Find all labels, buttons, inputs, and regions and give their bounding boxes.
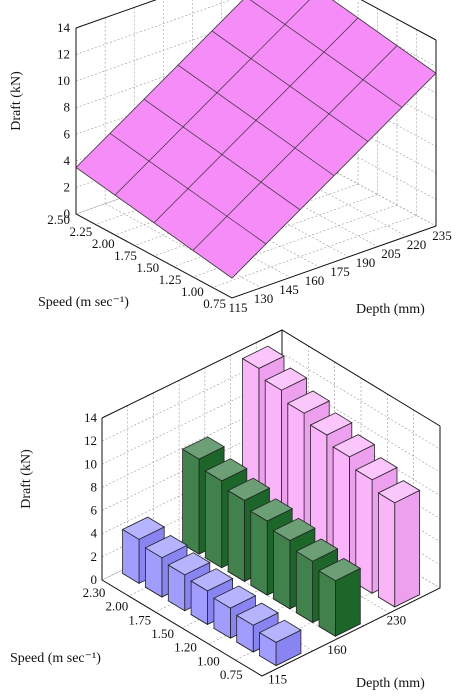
surface-mesh-line: [177, 64, 335, 176]
bar-top-face: [309, 412, 353, 436]
x-tick-label: 160: [327, 642, 347, 657]
z-tick-label: 8: [64, 100, 71, 115]
y-tick-label: 2.30: [83, 585, 106, 600]
x-tick-label: 145: [279, 282, 299, 297]
bar-top-face: [377, 480, 421, 504]
z-tick-label: 8: [91, 479, 98, 494]
z-tick-label: 2: [64, 179, 71, 194]
z-tick-label: 14: [57, 20, 71, 35]
bar-chart: 0 2 4 6 8 10 12 14 0.751.001.201.501.752.002.30 1…: [10, 329, 441, 691]
z-axis-title: Draft (kN): [9, 71, 24, 131]
x-tick-label: 235: [432, 228, 452, 243]
z-tick-label: 0: [91, 572, 98, 587]
bar-top-face: [121, 516, 166, 540]
z-axis-title: Draft (kN): [19, 449, 34, 509]
z-tick-label: 12: [84, 433, 97, 448]
bar-top-face: [181, 436, 225, 460]
grid-line: [101, 352, 283, 442]
y-axis-title: Speed (m sec⁻¹): [38, 295, 129, 310]
bar-side-face: [295, 550, 314, 624]
y-tick-label: 1.00: [181, 284, 204, 299]
x-tick-label: 160: [305, 273, 325, 288]
surface-mesh-line: [211, 30, 369, 142]
grid-line: [281, 352, 441, 450]
bar-top-face: [144, 535, 188, 559]
grid-line: [212, 215, 417, 288]
grid-line: [281, 376, 441, 473]
z-tick-label: 2: [91, 549, 98, 564]
y-tick-label: 1.20: [174, 640, 197, 655]
grid-line: [101, 399, 283, 488]
bar-top-face: [167, 552, 211, 576]
surface-mesh-line: [109, 133, 267, 245]
bar-side-face: [227, 489, 245, 583]
y-tick-label: 0.75: [203, 296, 226, 311]
bar-top-face: [318, 558, 362, 582]
y-tick-label: 2.50: [47, 212, 70, 227]
z-tick-label: 6: [64, 126, 71, 141]
grid-line: [101, 376, 283, 465]
z-tick-label: 10: [84, 456, 97, 471]
y-tick-label: 1.75: [128, 612, 151, 627]
bar-top-face: [286, 390, 331, 414]
y-tick-label: 1.75: [114, 248, 137, 263]
x-tick-label: 115: [228, 300, 247, 315]
axis-frame: [101, 418, 441, 677]
bar-top-face: [264, 367, 308, 391]
surface-plane: [75, 0, 437, 279]
z-tick-label: 6: [91, 503, 98, 518]
y-tick-label: 0.75: [220, 667, 243, 682]
bar-top-face: [190, 568, 234, 592]
y-tick-label: 2.00: [92, 236, 115, 251]
x-axis-title: Depth (mm): [356, 302, 425, 317]
x-tick-label: 190: [356, 255, 376, 270]
y-tick-label: 1.50: [151, 626, 174, 641]
x-tick-label: 130: [254, 291, 274, 306]
bar-front-face: [394, 489, 421, 608]
bar-side-face: [204, 470, 223, 569]
x-tick-label: 220: [407, 237, 427, 252]
axis-frame: [75, 0, 437, 41]
x-tick-label: 175: [330, 264, 350, 279]
x-tick-label: 205: [381, 246, 401, 261]
y-tick-label: 1.00: [197, 653, 220, 668]
bar-side-face: [318, 570, 336, 637]
surface-mesh-line: [143, 98, 301, 211]
bar-top-face: [213, 585, 257, 609]
bar-top-face: [332, 434, 376, 458]
bar-top-face: [354, 457, 398, 481]
surface-chart: 024681012140.751.001.251.501.752.002.252…: [9, 0, 452, 317]
bar-top-face: [295, 538, 339, 562]
x-tick-label: 230: [387, 613, 407, 628]
x-axis-title: Depth (mm): [356, 676, 425, 691]
y-tick-label: 2.25: [70, 224, 93, 239]
bar-top-face: [227, 477, 271, 501]
z-tick-label: 0: [64, 206, 71, 221]
grid-line: [75, 0, 232, 55]
bar-side-face: [250, 510, 268, 596]
bar-top-face: [241, 345, 285, 369]
z-tick-label: 14: [84, 410, 98, 425]
x-tick-label: 115: [268, 671, 287, 686]
bar-side-face: [182, 448, 200, 555]
z-tick-label: 12: [57, 47, 70, 62]
z-tick-label: 10: [57, 73, 70, 88]
bar-top-face: [204, 458, 248, 482]
bar-side-face: [377, 492, 396, 608]
y-axis-title: Speed (m sec⁻¹): [10, 651, 101, 666]
z-tick-label: 4: [91, 526, 98, 541]
bar-side-face: [273, 529, 291, 610]
z-tick-label: 4: [64, 153, 71, 168]
y-tick-label: 1.50: [136, 260, 159, 275]
bar-top-face: [249, 498, 294, 522]
axis-frame: [75, 28, 437, 299]
surface-mesh-line: [249, 0, 403, 108]
y-tick-label: 2.00: [106, 599, 129, 614]
bar-top-face: [258, 619, 302, 643]
bar-top-face: [272, 517, 316, 541]
bar-top-face: [235, 602, 279, 626]
y-tick-label: 1.25: [159, 272, 182, 287]
